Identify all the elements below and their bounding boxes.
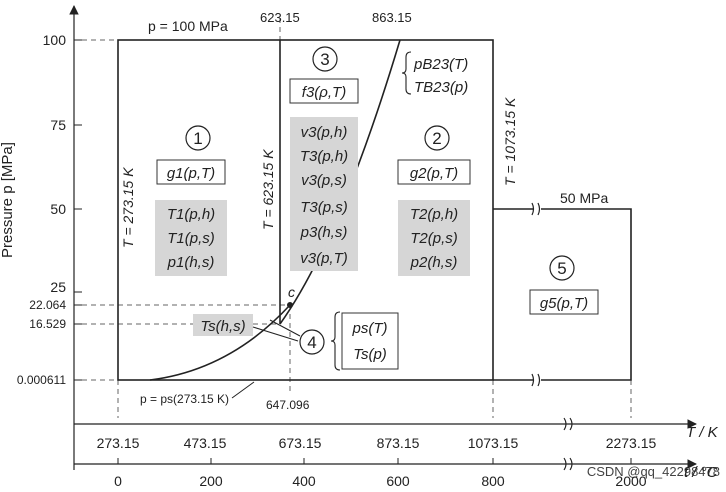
region-5-fundamental-box — [529, 289, 599, 315]
region-4-equations-box — [341, 312, 399, 370]
x-tick-c-400: 400 — [292, 473, 316, 489]
temp-623-label: T = 623.15 K — [260, 149, 276, 230]
region-4-leader-2 — [269, 319, 301, 337]
region-1-backward-1: T1(p,h) — [167, 206, 215, 223]
region-1-number: 1 — [193, 129, 202, 148]
region-2-circle — [424, 125, 450, 151]
y-tick-100: 100 — [43, 32, 67, 48]
region-2-backward-3: p2(h,s) — [410, 254, 458, 271]
region-4-eq-2: Ts(p) — [353, 346, 387, 363]
y-tick-50: 50 — [50, 201, 66, 217]
region-3-number: 3 — [320, 50, 329, 69]
x-tick-k-473: 473.15 — [184, 435, 227, 451]
region-1-backward-3: p1(h,s) — [167, 254, 215, 271]
region-2-backward-2: T2(p,s) — [410, 230, 458, 247]
x-tick-k-2273: 2273.15 — [606, 435, 657, 451]
region-3-backward-3: v3(p,s) — [301, 172, 347, 189]
y-tick-000611: 0.000611 — [17, 373, 66, 387]
x-tick-k-873: 873.15 — [377, 435, 420, 451]
y-tick-25: 25 — [50, 279, 66, 295]
x-tick-c-600: 600 — [386, 473, 410, 489]
x-tick-c-200: 200 — [199, 473, 223, 489]
x-tick-c-2000: 2000 — [615, 473, 646, 489]
x-tick-k-273: 273.15 — [97, 435, 140, 451]
y-tick-22064: 22.064 — [29, 298, 66, 312]
region-2-backward-box — [398, 200, 470, 276]
temp-273-label: T = 273.15 K — [120, 167, 136, 248]
region-4: Ts(h,s) 4 ps(T) Ts(p) — [193, 311, 399, 371]
y-axis-label: Pressure p [MPa] — [0, 142, 16, 258]
region-4-leader-1 — [252, 326, 299, 342]
x-axis-label-celsius: t / °C — [684, 464, 718, 481]
region-4-brace — [330, 311, 341, 371]
region-2-fundamental-box — [397, 159, 471, 185]
region-4-circle — [299, 329, 325, 355]
y-ticks — [74, 39, 82, 381]
region-5-number: 5 — [557, 259, 566, 278]
region-2-number: 2 — [432, 129, 441, 148]
critical-point — [287, 302, 293, 308]
bottom-label-647: 647.096 — [266, 398, 310, 412]
region-4-backward: Ts(h,s) — [200, 318, 245, 335]
x-axis-label-kelvin: T / K — [686, 424, 719, 441]
critical-point-label: c — [288, 284, 295, 300]
region-3: 3 f3(ρ,T) v3(p,h) T3(p,h) v3(p,s) T3(p,s… — [289, 46, 359, 271]
ps-line-label: p = ps(273.15 K) — [140, 392, 229, 406]
ps-line-leader — [231, 381, 255, 399]
region-1-backward-box — [155, 200, 227, 276]
top-label-623: 623.15 — [260, 10, 300, 25]
region-3-circle — [312, 46, 338, 72]
region-2-fundamental: g2(p,T) — [410, 165, 458, 182]
region-5-circle — [549, 255, 575, 281]
region-1-fundamental: g1(p,T) — [167, 165, 215, 182]
region5-outline — [541, 208, 632, 381]
region-1-backward-2: T1(p,s) — [167, 230, 215, 247]
region-3-backward-6: v3(p,T) — [300, 250, 348, 267]
region-4-number: 4 — [307, 333, 316, 352]
y-tick-16529: 16.529 — [29, 317, 66, 331]
region-5: 5 g5(p,T) — [529, 255, 599, 315]
temp-1073-label: T = 1073.15 K — [502, 97, 518, 186]
region-3-fundamental-box — [289, 78, 359, 104]
region5-break-marks — [531, 202, 541, 387]
top-label-863: 863.15 — [372, 10, 412, 25]
b23-eq-2: TB23(p) — [414, 79, 468, 96]
region-outline-1-2-3 — [117, 39, 494, 381]
region-2: 2 g2(p,T) T2(p,h) T2(p,s) p2(h,s) — [397, 125, 471, 276]
region-3-backward-1: v3(p,h) — [301, 124, 348, 141]
y-tick-75: 75 — [50, 117, 66, 133]
x-tick-k-1073: 1073.15 — [468, 435, 519, 451]
x-tick-k-673: 673.15 — [279, 435, 322, 451]
region-2-backward-1: T2(p,h) — [410, 206, 458, 223]
region-1: 1 g1(p,T) T1(p,h) T1(p,s) p1(h,s) — [155, 125, 227, 276]
pressure-100-label: p = 100 MPa — [148, 18, 228, 34]
x-tick-c-800: 800 — [481, 473, 505, 489]
x-tick-c-0: 0 — [114, 473, 122, 489]
x-axis-break-1 — [563, 417, 573, 431]
x-axis-break-2 — [563, 457, 573, 471]
region-3-backward-5: p3(h,s) — [300, 224, 348, 241]
watermark-text: CSDN @qq_42298478 — [587, 464, 720, 479]
pressure-50-label: 50 MPa — [560, 190, 608, 206]
b23-equations: pB23(T) TB23(p) — [401, 51, 468, 96]
region-3-backward-2: T3(p,h) — [300, 148, 348, 165]
region-3-backward-box — [290, 117, 358, 271]
b23-brace — [401, 51, 412, 95]
b23-eq-1: pB23(T) — [413, 56, 468, 73]
region-4-eq-1: ps(T) — [352, 320, 388, 337]
region-5-fundamental: g5(p,T) — [540, 295, 588, 312]
region-4-backward-box — [193, 314, 253, 336]
region-1-fundamental-box — [156, 159, 226, 185]
region-3-backward-4: T3(p,s) — [300, 199, 348, 216]
region-3-fundamental: f3(ρ,T) — [302, 84, 346, 101]
x-ticks-celsius — [117, 458, 632, 464]
region-1-circle — [185, 125, 211, 151]
saturation-curve — [149, 304, 291, 381]
